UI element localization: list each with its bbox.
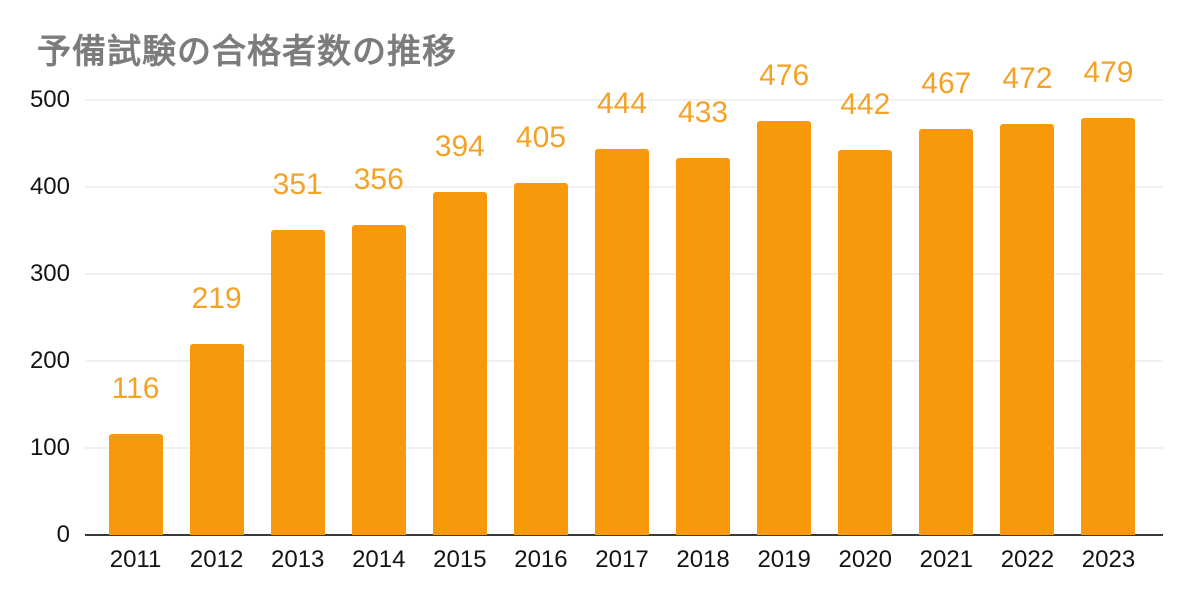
bar-2016 [513,182,568,535]
bars-row: 116 2011 219 2012 351 2013 356 2014 394 2015 405 20… [85,58,1163,572]
value-label-2014: 356 [353,163,404,197]
value-label-2016: 405 [515,120,566,154]
value-label-2020: 442 [840,88,891,122]
x-tick-label-2019: 2019 [757,546,811,573]
bar-2011 [108,434,163,535]
bar-2019 [757,120,812,535]
value-label-2023: 479 [1083,56,1134,90]
value-label-2015: 394 [434,130,485,164]
bar-slot-2021: 467 2021 [906,68,987,572]
value-label-2022: 472 [1002,62,1053,96]
value-label-2017: 444 [596,86,648,120]
y-axis-labels: 0 100 200 300 400 500 [0,88,70,547]
value-label-2018: 433 [678,96,729,130]
bar-slot-2012: 219 2012 [176,100,257,572]
x-tick-label-2014: 2014 [352,546,406,573]
bar-2014 [351,225,406,535]
bar-slot-2023: 479 2023 [1068,58,1149,572]
y-tick-label: 300 [29,260,70,287]
bar-slot-2018: 433 2018 [663,96,744,572]
x-tick-label-2018: 2018 [676,546,730,573]
value-label-2013: 351 [272,167,323,201]
bar-slot-2013: 351 2013 [257,100,338,572]
y-tick-label: 0 [56,521,70,548]
y-tick-label: 400 [29,173,70,200]
x-tick-label-2022: 2022 [1000,546,1055,573]
x-tick-label-2023: 2023 [1081,546,1136,573]
y-tick-label: 100 [29,434,70,461]
gridline [85,99,1163,101]
bar-slot-2022: 472 2022 [987,64,1068,572]
bar-slot-2020: 442 2020 [825,90,906,572]
bar-slot-2011: 116 2011 [95,100,176,572]
bar-2017 [595,148,649,535]
x-tick-label-2013: 2013 [270,546,325,573]
chart-title: 予備試験の合格者数の推移 [37,33,457,71]
x-tick-label-2011: 2011 [109,546,162,573]
bar-2023 [1081,118,1136,535]
value-label-2011: 116 [111,372,160,406]
bar-2012 [189,344,244,535]
value-label-2021: 467 [921,66,972,100]
value-label-2019: 476 [759,58,810,92]
x-tick-label-2021: 2021 [919,546,974,573]
value-label-2012: 219 [191,282,242,316]
y-tick-label: 200 [29,347,70,374]
bar-2022 [1000,124,1055,535]
bar-slot-2016: 405 2016 [500,100,581,572]
x-tick-label-2017: 2017 [595,546,649,573]
bar-2015 [432,192,487,535]
bar-slot-2019: 476 2019 [744,60,825,572]
bar-slot-2014: 356 2014 [338,100,419,572]
bar-2013 [270,229,325,535]
bar-slot-2015: 394 2015 [419,100,500,572]
bar-2021 [919,128,974,535]
x-tick-label-2020: 2020 [838,546,892,573]
bar-2018 [676,158,731,535]
x-axis-line [85,534,1163,536]
bar-slot-2017: 444 2017 [581,88,662,572]
x-tick-label-2012: 2012 [189,546,244,573]
plot-area: 116 2011 219 2012 351 2013 356 2014 394 2015 405 20… [85,58,1163,572]
x-tick-label-2016: 2016 [514,546,568,573]
bar-2020 [838,150,893,535]
x-tick-label-2015: 2015 [433,546,487,573]
y-tick-label: 500 [29,86,70,113]
